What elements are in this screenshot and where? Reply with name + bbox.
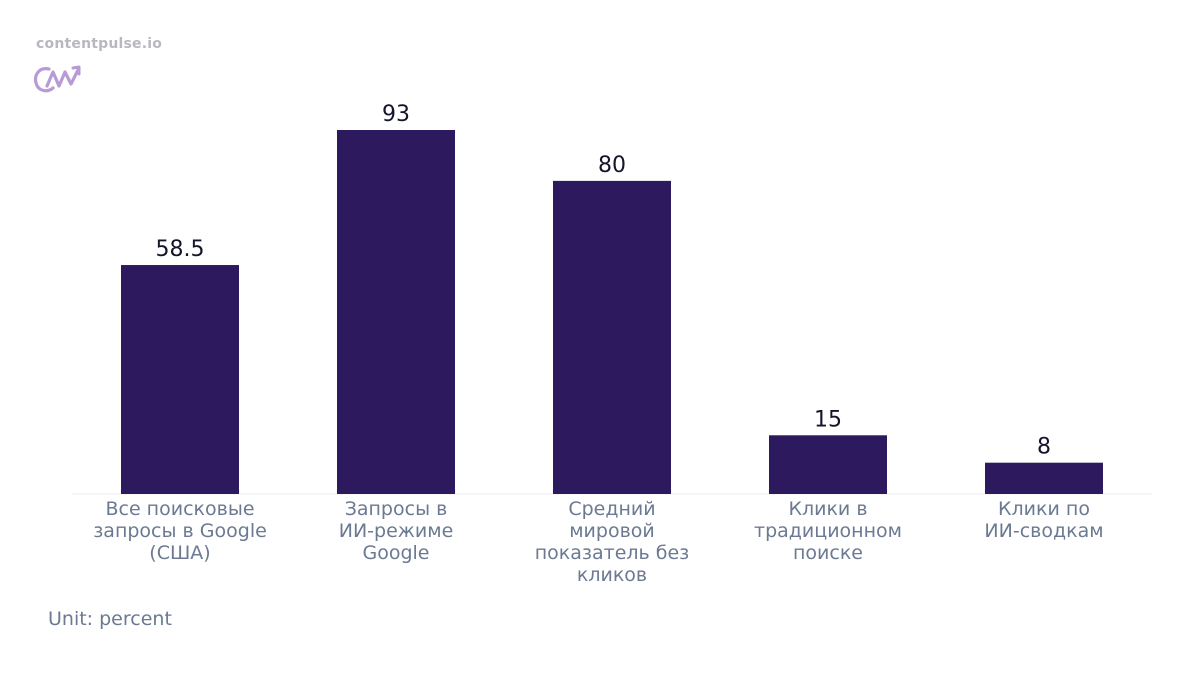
category-label-line: мировой xyxy=(569,520,655,542)
bar-1 xyxy=(121,265,239,494)
cn-trend-logo-icon xyxy=(33,65,81,93)
category-label-line: показатель без xyxy=(535,542,690,564)
category-label-line: традиционном xyxy=(754,520,902,542)
category-label-line: ИИ-режиме xyxy=(339,520,454,542)
bar-3 xyxy=(553,180,671,494)
bar-2 xyxy=(337,130,455,494)
category-label-line: запросы в Google xyxy=(93,520,267,542)
unit-label: Unit: percent xyxy=(48,608,172,630)
category-label-line: поиске xyxy=(793,542,863,564)
category-label-line: Все поисковые xyxy=(105,498,254,520)
category-label-line: Запросы в xyxy=(345,498,448,520)
category-label-line: Средний xyxy=(568,498,655,520)
category-label-line: Клики в xyxy=(788,498,867,520)
bar-value-label: 93 xyxy=(382,102,410,127)
bar-value-label: 8 xyxy=(1037,435,1051,460)
category-label-line: Google xyxy=(362,542,429,564)
brand-name: contentpulse.io xyxy=(36,36,163,52)
bar-value-label: 80 xyxy=(598,153,626,178)
category-label-line: кликов xyxy=(577,564,647,586)
bar-4 xyxy=(769,435,887,494)
bar-value-label: 15 xyxy=(814,407,842,432)
category-label-line: (США) xyxy=(149,542,210,564)
category-label-line: Клики по xyxy=(998,498,1090,520)
category-label-line: ИИ-сводкам xyxy=(984,520,1103,542)
bar-5 xyxy=(985,462,1103,494)
bar-value-label: 58.5 xyxy=(156,237,205,262)
